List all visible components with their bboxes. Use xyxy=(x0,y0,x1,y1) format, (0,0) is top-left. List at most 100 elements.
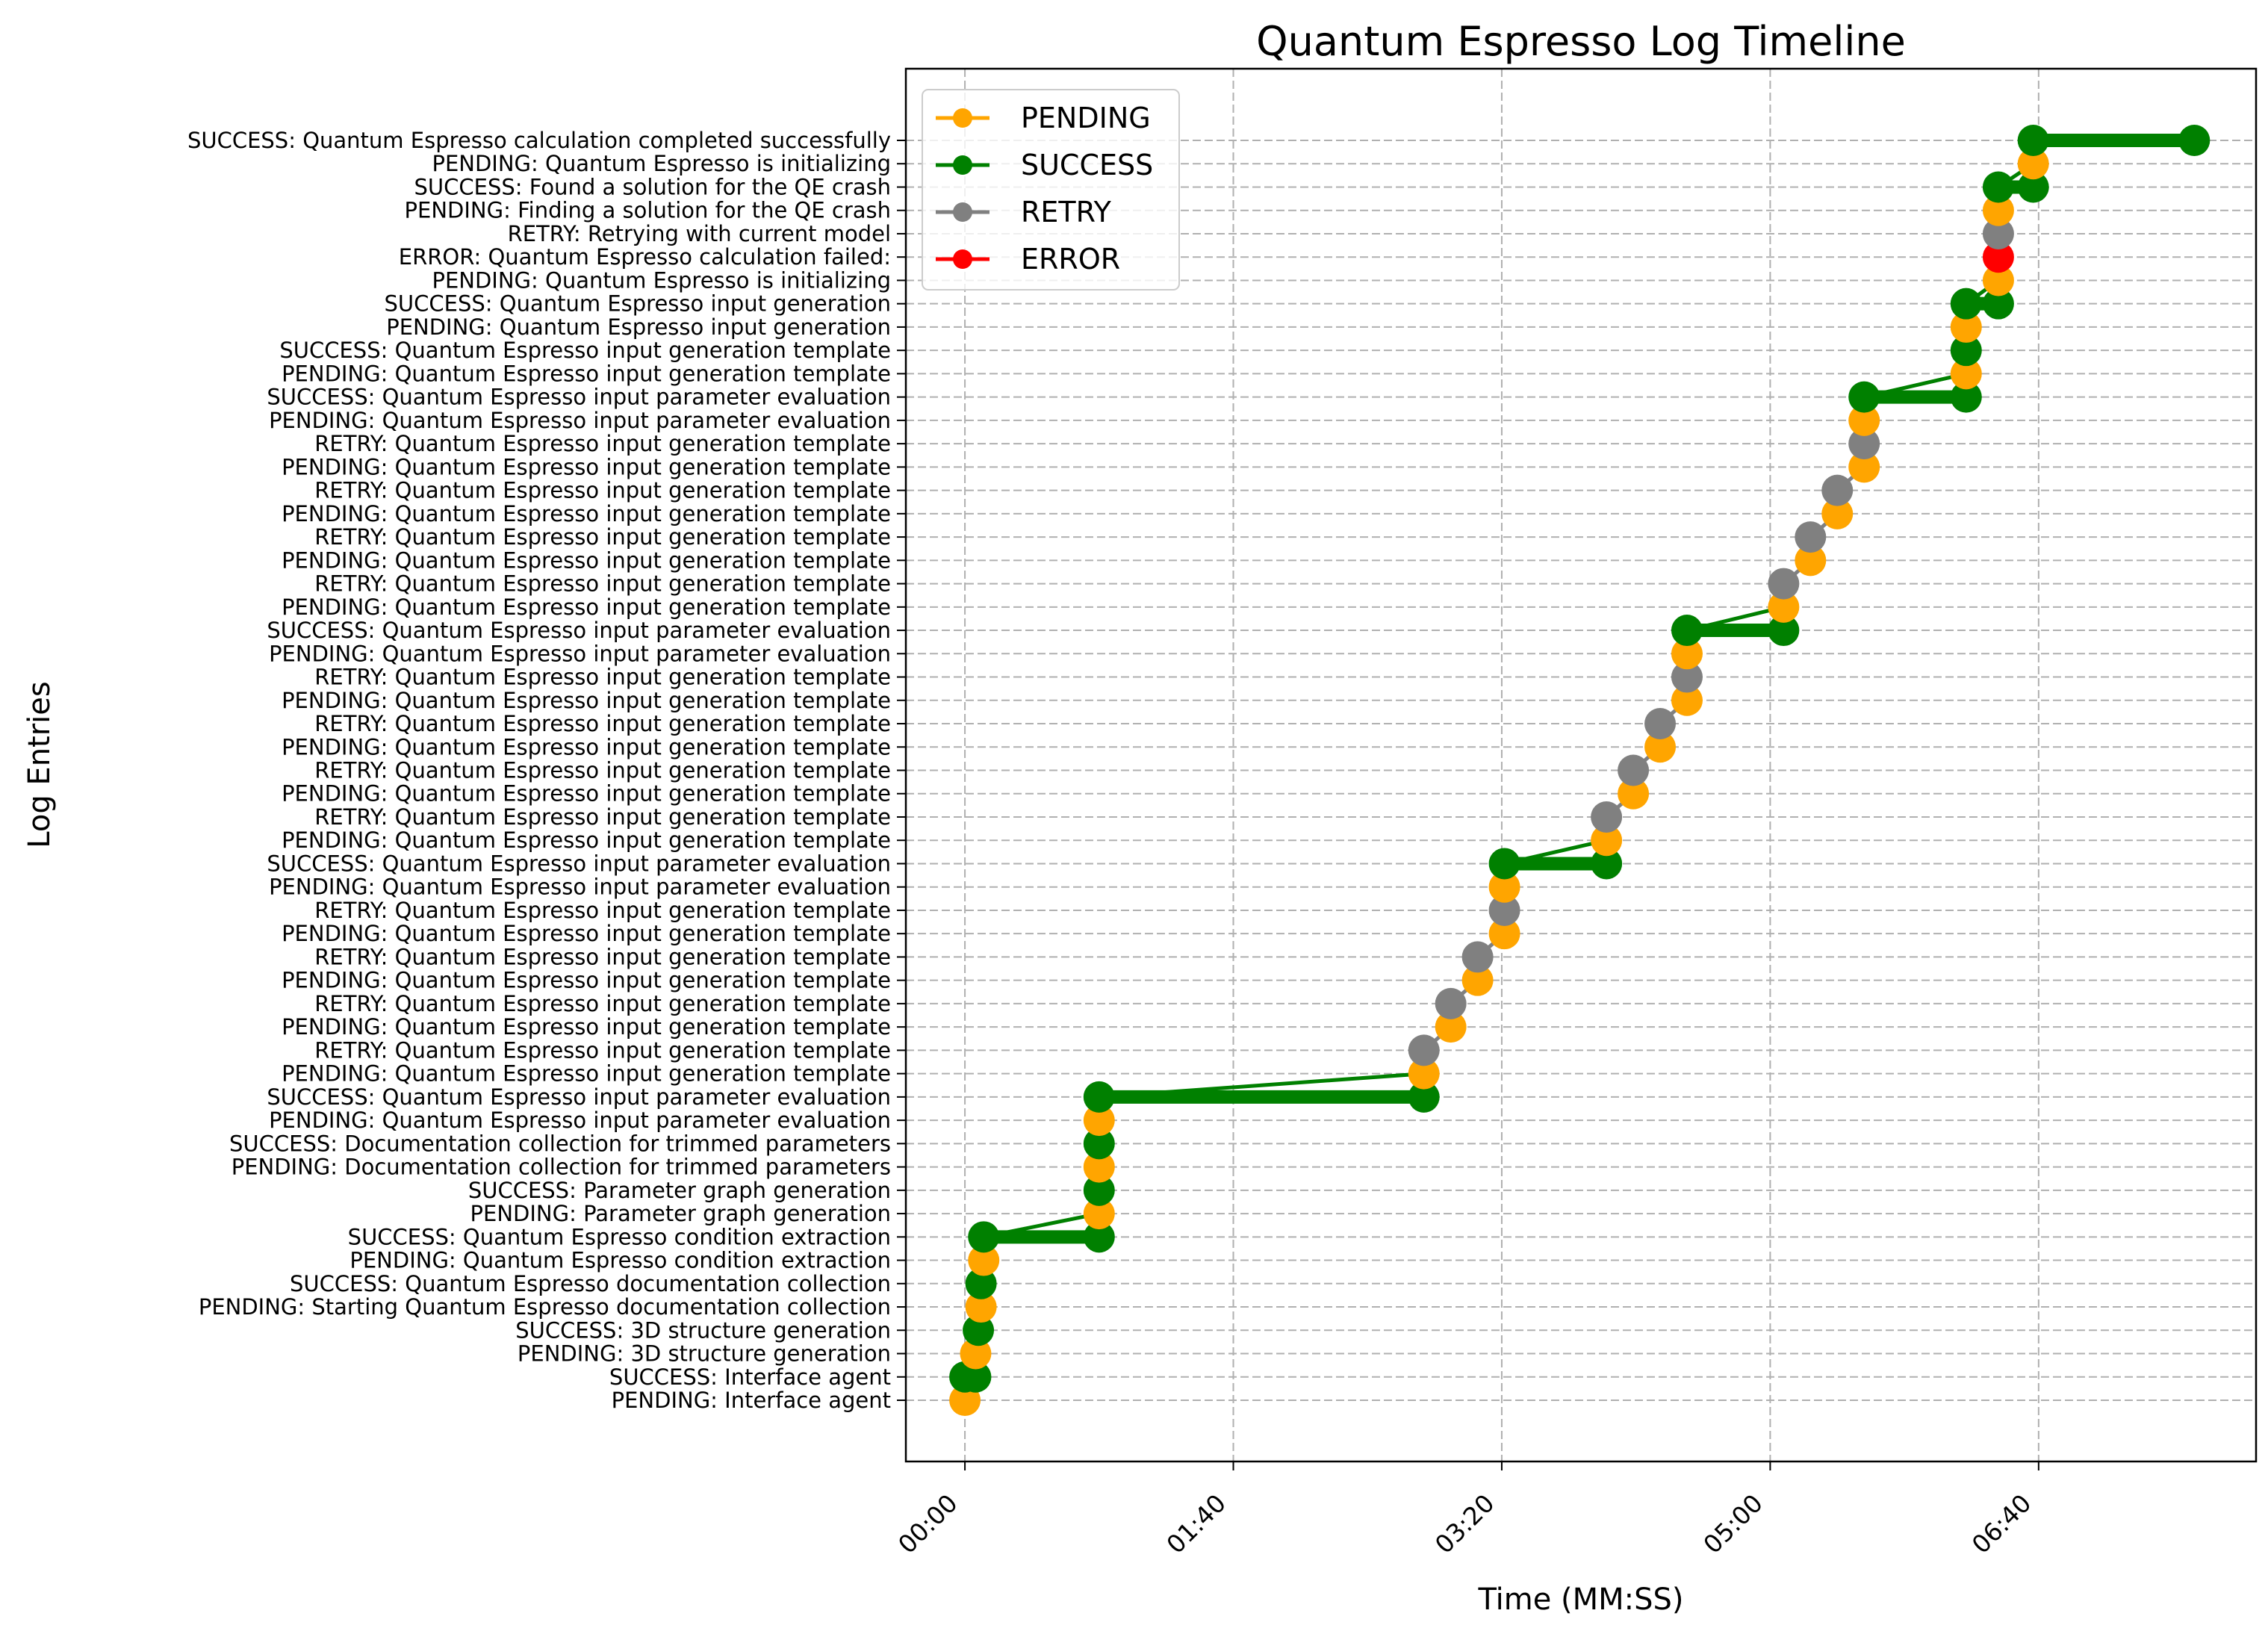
y-tick-label: PENDING: 3D structure generation xyxy=(518,1341,891,1367)
point-retry xyxy=(1618,754,1650,786)
point-retry xyxy=(1591,801,1623,833)
y-tick-label: PENDING: Quantum Espresso input paramete… xyxy=(269,408,891,433)
end-point-success xyxy=(1768,615,1800,647)
y-tick-label: RETRY: Quantum Espresso input generation… xyxy=(314,898,891,923)
end-point-success xyxy=(1591,848,1623,880)
legend-items: PENDING SUCCESS RETRY ERROR xyxy=(936,102,1153,276)
y-tick-label: PENDING: Finding a solution for the QE c… xyxy=(405,198,891,223)
y-tick-label: PENDING: Quantum Espresso input generati… xyxy=(282,921,891,946)
y-tick-label: RETRY: Quantum Espresso input generation… xyxy=(314,758,891,783)
y-tick-label: SUCCESS: Quantum Espresso input paramete… xyxy=(267,851,891,876)
point-success xyxy=(1950,335,1982,367)
point-pending xyxy=(1618,777,1650,810)
y-tick-label: PENDING: Quantum Espresso input generati… xyxy=(282,1061,891,1087)
y-tick-label: SUCCESS: Interface agent xyxy=(609,1364,891,1390)
y-tick-label: PENDING: Quantum Espresso input generati… xyxy=(282,968,891,993)
end-point-success xyxy=(1408,1081,1440,1113)
point-pending xyxy=(1408,1057,1440,1090)
point-pending xyxy=(1488,918,1520,950)
y-tick-label: SUCCESS: Quantum Espresso calculation co… xyxy=(187,128,891,153)
point-success xyxy=(1083,1128,1115,1160)
y-tick-label: PENDING: Quantum Espresso input generati… xyxy=(282,547,891,573)
y-tick-label: RETRY: Quantum Espresso input generation… xyxy=(314,991,891,1016)
y-tick-label: RETRY: Quantum Espresso input generation… xyxy=(314,1037,891,1063)
y-tick-label: RETRY: Quantum Espresso input generation… xyxy=(314,804,891,830)
legend: PENDING SUCCESS RETRY ERROR xyxy=(922,89,1180,291)
point-retry xyxy=(1821,474,1854,506)
point-success xyxy=(965,1267,997,1299)
point-success xyxy=(2017,125,2049,156)
point-pending xyxy=(1488,871,1520,903)
y-tick-label: SUCCESS: 3D structure generation xyxy=(515,1317,891,1343)
point-pending xyxy=(1671,684,1703,716)
y-tick-label: SUCCESS: Quantum Espresso documentation … xyxy=(290,1271,891,1296)
point-pending xyxy=(1083,1151,1115,1183)
point-success xyxy=(1671,615,1703,647)
point-success xyxy=(963,1314,995,1346)
end-point-success xyxy=(1982,288,2014,320)
y-tick-label: SUCCESS: Parameter graph generation xyxy=(468,1178,891,1203)
y-tick-label: SUCCESS: Quantum Espresso input paramete… xyxy=(267,618,891,643)
x-axis-label: Time (MM:SS) xyxy=(1477,1582,1683,1617)
point-pending xyxy=(949,1385,981,1416)
y-tick-label: PENDING: Quantum Espresso input generati… xyxy=(282,594,891,620)
point-pending xyxy=(968,1244,1000,1276)
y-tick-label: SUCCESS: Quantum Espresso condition extr… xyxy=(348,1224,891,1249)
legend-label: SUCCESS xyxy=(1021,149,1153,181)
point-success xyxy=(1950,288,1982,320)
point-success xyxy=(1083,1174,1115,1206)
point-pending xyxy=(1644,731,1677,763)
point-retry xyxy=(1488,894,1520,926)
legend-label: PENDING xyxy=(1021,102,1151,134)
point-retry xyxy=(1461,941,1494,973)
point-retry xyxy=(1848,428,1880,460)
y-tick-label: PENDING: Quantum Espresso input generati… xyxy=(282,1014,891,1040)
point-pending xyxy=(1982,194,2014,226)
y-tick-label: PENDING: Starting Quantum Espresso docum… xyxy=(199,1294,891,1320)
point-pending xyxy=(1083,1198,1115,1230)
y-axis-label: Log Entries xyxy=(22,681,57,848)
point-success xyxy=(1488,848,1520,880)
point-retry xyxy=(1671,661,1703,693)
legend-marker xyxy=(953,202,972,222)
point-pending xyxy=(965,1291,997,1323)
chart-title: Quantum Espresso Log Timeline xyxy=(1256,18,1906,65)
y-tick-label: PENDING: Quantum Espresso input paramete… xyxy=(269,641,891,666)
end-point-success xyxy=(960,1361,992,1393)
end-point-success xyxy=(2178,125,2210,156)
point-success xyxy=(968,1221,1000,1253)
point-pending xyxy=(1671,638,1703,670)
y-tick-label: SUCCESS: Quantum Espresso input paramete… xyxy=(267,1084,891,1110)
point-success xyxy=(1982,171,2014,203)
point-pending xyxy=(1591,824,1623,857)
point-pending xyxy=(1768,591,1800,623)
point-success xyxy=(1848,381,1880,413)
point-pending xyxy=(1950,358,1982,390)
y-tick-label: RETRY: Retrying with current model xyxy=(508,221,891,246)
legend-marker xyxy=(953,155,972,175)
y-tick-label: PENDING: Quantum Espresso input generati… xyxy=(282,501,891,526)
y-tick-label: PENDING: Quantum Espresso input generati… xyxy=(282,688,891,713)
y-tick-label: PENDING: Quantum Espresso input paramete… xyxy=(269,1108,891,1133)
y-tick-label: PENDING: Interface agent xyxy=(612,1388,891,1413)
y-tick-label: ERROR: Quantum Espresso calculation fail… xyxy=(399,244,891,270)
y-tick-label: RETRY: Quantum Espresso input generation… xyxy=(314,431,891,456)
point-pending xyxy=(960,1338,992,1370)
y-tick-label: SUCCESS: Quantum Espresso input paramete… xyxy=(267,385,891,410)
point-pending xyxy=(2017,148,2049,180)
y-tick-label: PENDING: Quantum Espresso is initializin… xyxy=(432,267,891,293)
end-point-success xyxy=(1950,381,1982,413)
y-tick-label: PENDING: Quantum Espresso input generati… xyxy=(282,361,891,386)
y-tick-label: RETRY: Quantum Espresso input generation… xyxy=(314,665,891,690)
y-tick-label: PENDING: Documentation collection for tr… xyxy=(232,1155,891,1180)
point-pending xyxy=(1795,544,1827,577)
end-point-success xyxy=(2017,171,2049,203)
point-pending xyxy=(1083,1105,1115,1137)
y-tick-label: SUCCESS: Quantum Espresso input generati… xyxy=(384,291,891,317)
y-tick-label: SUCCESS: Documentation collection for tr… xyxy=(229,1131,891,1156)
y-tick-label: RETRY: Quantum Espresso input generation… xyxy=(314,524,891,550)
y-tick-label: SUCCESS: Quantum Espresso input generati… xyxy=(279,338,891,363)
point-pending xyxy=(1950,311,1982,343)
